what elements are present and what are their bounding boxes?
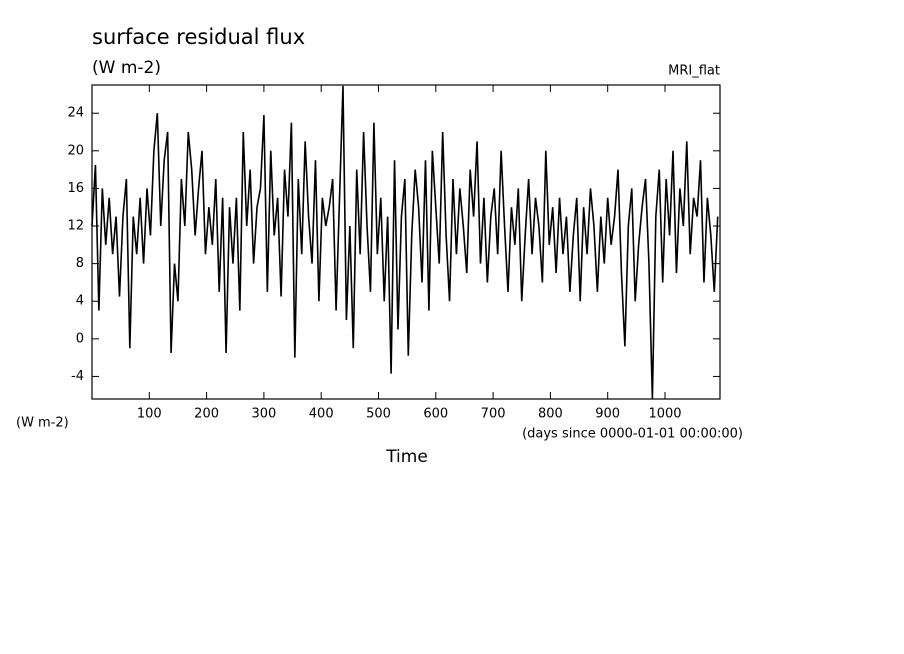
- annotation: MRI_flat: [668, 64, 720, 79]
- y-tick-label: 8: [76, 256, 84, 271]
- y-tick-label: 4: [76, 294, 84, 309]
- x-tick-label: 500: [366, 407, 391, 422]
- plot-frame: [91, 84, 721, 400]
- y-tick-label: 12: [67, 219, 84, 234]
- x-tick-label: 100: [137, 407, 162, 422]
- x-tick-label: 200: [194, 407, 219, 422]
- chart-title: surface residual flux: [92, 25, 305, 49]
- x-tick-label: 400: [309, 407, 334, 422]
- x-tick-label: 600: [423, 407, 448, 422]
- y-tick-label: 16: [67, 181, 84, 196]
- y-tick-label: 20: [67, 143, 84, 158]
- x-axis-label: Time: [385, 447, 428, 467]
- y-tick-label: 0: [76, 331, 84, 346]
- x-tick-label: 800: [538, 407, 563, 422]
- x-tick-label: 1000: [648, 407, 681, 422]
- y-axis-label: (W m-2): [16, 416, 69, 431]
- chart-subtitle: (W m-2): [92, 58, 161, 78]
- y-tick-label: 24: [67, 106, 84, 121]
- x-unit-label: (days since 0000-01-01 00:00:00): [522, 427, 743, 442]
- x-tick-label: 700: [481, 407, 506, 422]
- x-tick-label: 300: [251, 407, 276, 422]
- y-tick-label: -4: [71, 369, 84, 384]
- data-line: [91, 85, 719, 400]
- x-tick-label: 900: [595, 407, 620, 422]
